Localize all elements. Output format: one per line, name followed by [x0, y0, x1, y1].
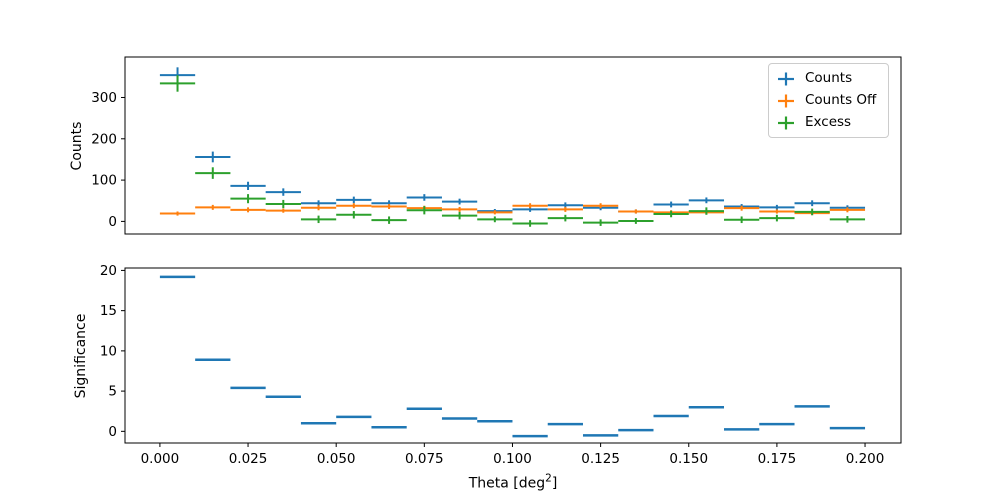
top-axes: 0 100 200 300 — [91, 56, 902, 235]
legend-item-counts-off: Counts Off — [776, 91, 876, 110]
x-tick-label: 0.200 — [846, 451, 885, 467]
legend-item-counts: Counts — [776, 69, 876, 88]
x-tick-label: 0.000 — [141, 451, 180, 467]
legend-plus-marker-icon — [778, 72, 794, 85]
top-y-axis-label: Counts — [69, 121, 85, 171]
x-tick-label: 0.075 — [405, 451, 444, 467]
x-tick-label: 0.150 — [669, 451, 708, 467]
y-tick-label: 200 — [91, 131, 117, 147]
bottom-axes: 0 5 10 15 20 0.000 0.025 0.050 0.075 0.100 0.125 0.… — [100, 263, 902, 467]
x-tick-label: 0.025 — [229, 451, 268, 467]
x-tick-label: 0.175 — [758, 451, 797, 467]
legend-label: Counts — [805, 70, 853, 86]
bottom-axes-frame — [124, 267, 902, 444]
legend: Counts Counts Off Excess — [768, 63, 890, 138]
y-tick-label: 20 — [100, 263, 117, 279]
y-tick-label: 100 — [91, 173, 117, 189]
legend-label: Counts Off — [805, 92, 877, 108]
y-tick-label: 0 — [108, 214, 117, 230]
x-tick-label: 0.100 — [493, 451, 532, 467]
x-tick-label: 0.125 — [581, 451, 620, 467]
y-tick-label: 0 — [108, 424, 117, 440]
bottom-y-axis-label: Significance — [73, 313, 89, 399]
series-excess — [159, 75, 866, 227]
top-axes-frame — [124, 56, 902, 235]
x-axis-label-superscript: 2 — [545, 472, 552, 485]
x-axis-label-text: Theta [deg — [468, 475, 546, 492]
x-tick-label: 0.050 — [317, 451, 356, 467]
series-counts — [159, 67, 866, 214]
legend-plus-marker-icon — [778, 94, 794, 107]
legend-plus-marker-icon — [778, 116, 794, 129]
y-tick-label: 15 — [100, 303, 117, 319]
y-tick-label: 300 — [91, 90, 117, 106]
y-tick-label: 5 — [108, 384, 117, 400]
y-tick-label: 10 — [100, 343, 117, 359]
legend-item-excess: Excess — [776, 113, 876, 132]
x-axis-label-suffix: ] — [551, 475, 558, 492]
series-significance — [159, 275, 866, 438]
x-axis-label: Theta [deg2] — [469, 473, 558, 492]
legend-label: Excess — [805, 114, 852, 130]
